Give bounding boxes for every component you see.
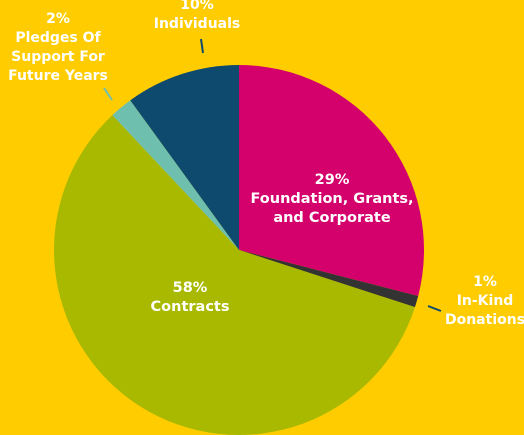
label-pledges: 2% Pledges Of Support For Future Years bbox=[8, 10, 108, 86]
label-inkind: 1% In-Kind Donations bbox=[445, 273, 524, 330]
slice-individuals bbox=[130, 65, 239, 250]
label-foundation: 29% Foundation, Grants, and Corporate bbox=[250, 171, 413, 228]
leader-inkind bbox=[427, 305, 442, 312]
pie-slices bbox=[54, 65, 425, 435]
leader-lines bbox=[103, 38, 442, 312]
label-pledges-line1: Pledges Of bbox=[15, 30, 101, 46]
label-foundation-pct: 29% bbox=[314, 172, 350, 188]
label-pledges-pct: 2% bbox=[46, 11, 70, 27]
label-inkind-line2: Donations bbox=[444, 312, 524, 328]
label-individuals-name: Individuals bbox=[153, 16, 241, 32]
label-inkind-line1: In-Kind bbox=[456, 293, 514, 309]
slice-contracts bbox=[54, 115, 415, 435]
slice-inkind bbox=[239, 250, 419, 308]
label-individuals: 10% Individuals bbox=[154, 0, 241, 34]
slice-foundation bbox=[239, 65, 425, 297]
label-contracts-pct: 58% bbox=[172, 280, 208, 296]
leader-individuals bbox=[200, 38, 204, 54]
label-foundation-line1: Foundation, Grants, bbox=[250, 191, 414, 207]
label-contracts-name: Contracts bbox=[150, 299, 230, 315]
label-inkind-pct: 1% bbox=[473, 274, 497, 290]
label-individuals-pct: 10% bbox=[180, 0, 214, 13]
leader-pledges bbox=[103, 87, 113, 101]
label-contracts: 58% Contracts bbox=[151, 279, 230, 317]
label-pledges-line3: Future Years bbox=[8, 68, 108, 84]
label-pledges-line2: Support For bbox=[11, 49, 105, 65]
label-foundation-line2: and Corporate bbox=[273, 210, 391, 226]
slice-pledges bbox=[112, 100, 239, 251]
